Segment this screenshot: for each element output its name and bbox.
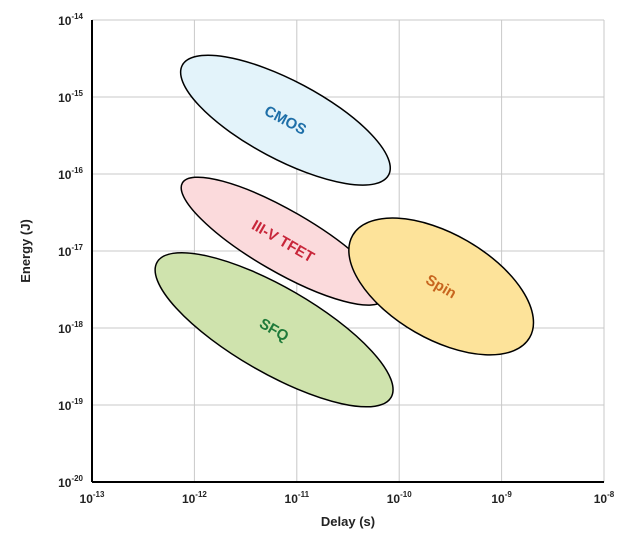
x-tick-label: 10-10: [387, 490, 412, 506]
y-tick-label: 10-17: [58, 243, 83, 259]
x-tick-label: 10-11: [285, 490, 310, 506]
y-axis-title: Energy (J): [18, 219, 33, 283]
x-axis-title: Delay (s): [321, 514, 375, 529]
y-tick-labels: 10-20 10-19 10-18 10-17 10-16 10-15 10-14: [58, 12, 83, 490]
y-tick-label: 10-15: [58, 89, 83, 105]
region-cmos: CMOS: [179, 54, 391, 186]
x-tick-label: 10-9: [491, 490, 512, 506]
x-tick-label: 10-13: [80, 490, 105, 506]
x-tick-label: 10-8: [594, 490, 615, 506]
y-tick-label: 10-14: [58, 12, 83, 28]
region-iii-v-tfet: III-V TFET: [180, 176, 386, 306]
region-ellipse: [179, 54, 391, 186]
region-sfq: SFQ: [154, 251, 394, 408]
region-spin: Spin: [348, 217, 535, 356]
y-tick-label: 10-19: [58, 397, 83, 413]
axes: [91, 20, 604, 483]
x-tick-labels: 10-13 10-12 10-11 10-10 10-9 10-8: [80, 490, 615, 506]
x-tick-label: 10-12: [182, 490, 207, 506]
y-tick-label: 10-20: [58, 474, 83, 490]
y-tick-label: 10-16: [58, 166, 83, 182]
region-ellipse: [154, 251, 394, 408]
y-tick-label: 10-18: [58, 320, 83, 336]
region-ellipse: [348, 217, 535, 356]
